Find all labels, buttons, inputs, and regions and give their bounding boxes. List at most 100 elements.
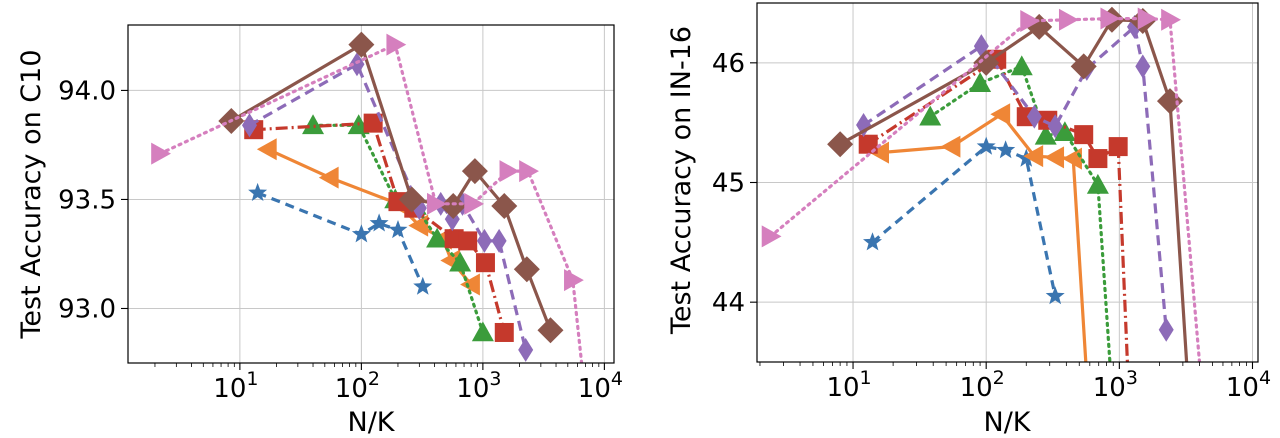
series-diamond-thin [856, 14, 1174, 342]
series-line [253, 121, 506, 333]
y-axis-label: Test Accuracy on C10 [16, 49, 47, 339]
data-point-square [1074, 125, 1094, 145]
x-tick-label: 101 [213, 368, 258, 404]
data-point-tri-right [761, 225, 782, 248]
series-line [158, 42, 584, 363]
data-point-diamond-thin [1158, 317, 1174, 342]
data-point-tri-up [1010, 55, 1033, 76]
chart-panel-in16: 101 102 103 104 44 45 46 N/K Test Accuracy on… [666, 2, 1271, 438]
series-star [248, 182, 433, 295]
data-point-tri-left [318, 166, 339, 189]
x-tick-label: 101 [826, 367, 871, 403]
data-point-tri-up [969, 72, 992, 92]
data-point-tri-right [386, 33, 407, 56]
data-point-tri-left [990, 103, 1011, 126]
y-axis-label: Test Accuracy on IN-16 [666, 26, 697, 335]
y-tick-label: 46 [712, 49, 745, 79]
series-tri-left [869, 103, 1088, 362]
data-point-star [388, 220, 408, 239]
data-point-tri-left [460, 273, 480, 296]
data-point-tri-right [1100, 7, 1121, 30]
data-point-tri-right [519, 160, 539, 183]
series-tri-right [761, 7, 1202, 362]
series-line [267, 147, 473, 286]
grid-lines [128, 25, 614, 363]
data-point-tri-left [869, 141, 890, 164]
series-line [871, 145, 1057, 297]
data-point-diamond-thin [491, 228, 507, 253]
data-point-square [458, 231, 478, 251]
data-point-tri-left [940, 135, 961, 158]
series-line [230, 42, 552, 331]
data-point-diamond [491, 192, 518, 219]
y-tick-label: 93.0 [58, 294, 116, 324]
x-tick-label: 103 [456, 368, 501, 404]
data-point-diamond [461, 158, 488, 185]
data-point-square [1088, 149, 1108, 169]
y-tick-label: 45 [712, 169, 745, 199]
x-tick-labels: 101 102 103 104 [154, 363, 623, 404]
data-point-square [1108, 137, 1128, 157]
series-group [151, 31, 584, 363]
plot-frame [127, 24, 615, 364]
x-tick-label: 102 [335, 368, 380, 404]
data-point-star [1045, 286, 1065, 305]
data-point-tri-up [302, 114, 325, 135]
data-point-tri-right [1020, 9, 1041, 32]
data-point-diamond-thin [518, 337, 534, 362]
x-axis-label: N/K [984, 407, 1032, 438]
y-tick-label: 94.0 [58, 76, 116, 106]
y-tick-label: 93.5 [58, 185, 116, 215]
x-tick-label: 104 [1226, 367, 1271, 403]
data-point-diamond [513, 256, 540, 283]
series-diamond [827, 6, 1189, 362]
data-point-star [863, 232, 882, 251]
data-point-tri-left [256, 138, 277, 161]
data-point-diamond-thin [1026, 104, 1042, 129]
y-tick-labels: 44 45 46 [712, 49, 757, 318]
data-point-tri-right [1058, 8, 1079, 31]
data-point-tri-up [426, 227, 449, 248]
data-point-diamond-thin [349, 52, 365, 77]
data-point-tri-up [449, 251, 472, 272]
data-point-star [351, 224, 371, 243]
data-point-tri-right [427, 192, 447, 215]
data-point-tri-up [919, 105, 942, 126]
data-point-diamond-thin [476, 228, 492, 253]
data-point-square [363, 113, 383, 133]
series-line [867, 57, 1129, 362]
data-point-tri-up [1086, 173, 1109, 194]
data-point-tri-right [1161, 8, 1181, 31]
data-point-diamond-thin [242, 113, 257, 138]
data-point-tri-up [471, 321, 494, 342]
data-point-diamond-thin [856, 113, 872, 138]
data-point-diamond [537, 317, 564, 344]
data-point-diamond [973, 49, 1000, 76]
data-point-tri-left [1023, 145, 1044, 168]
data-point-tri-left [1062, 147, 1082, 170]
series-group [761, 6, 1202, 362]
x-tick-label: 104 [578, 368, 623, 404]
x-tick-labels: 101 102 103 104 [759, 362, 1271, 403]
chart-panel-c10: 101 102 103 104 93.0 93.5 94.0 N/K Test Accur… [16, 24, 623, 438]
x-tick-label: 103 [1093, 367, 1138, 403]
series-square [244, 113, 514, 342]
data-point-square [494, 322, 514, 342]
data-point-diamond [440, 192, 467, 219]
data-point-tri-right [499, 160, 520, 183]
data-point-tri-left [1044, 146, 1065, 169]
data-point-star [996, 140, 1016, 159]
data-point-tri-up [1034, 124, 1057, 145]
series-square [858, 49, 1129, 362]
data-point-tri-right [151, 142, 171, 165]
data-point-tri-right [564, 269, 584, 292]
data-point-star [976, 136, 996, 155]
data-point-diamond-thin [1135, 54, 1151, 79]
data-point-diamond-thin [1047, 114, 1063, 139]
data-point-tri-right [1137, 7, 1158, 30]
data-point-tri-left [408, 214, 429, 237]
series-line [839, 18, 1189, 362]
data-point-star [413, 276, 433, 295]
series-tri-right [151, 33, 584, 363]
